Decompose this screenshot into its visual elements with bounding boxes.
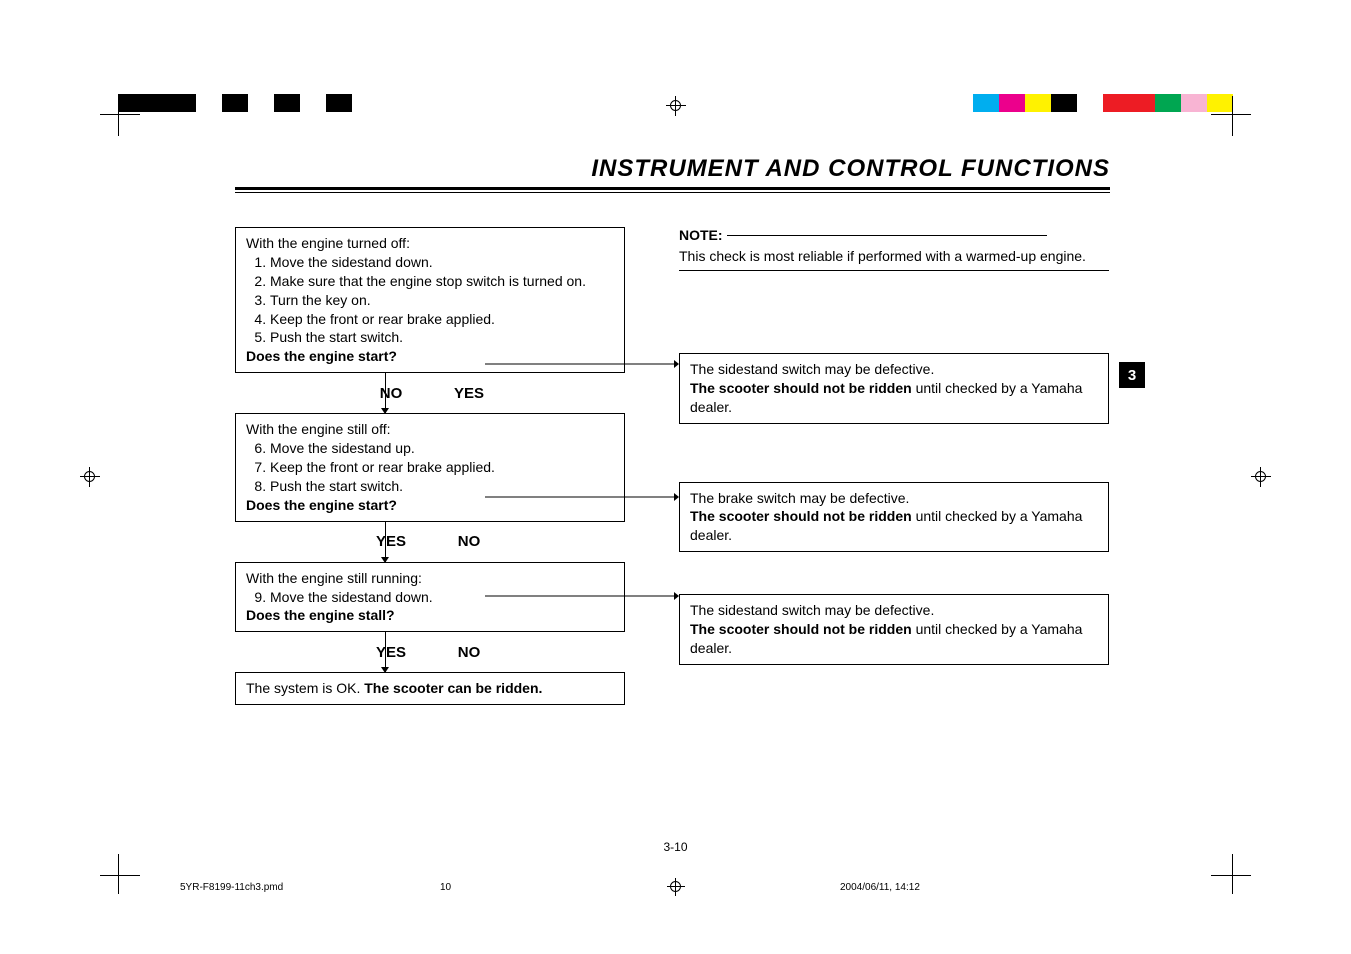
color-swatch (1181, 94, 1207, 112)
color-swatch (1025, 94, 1051, 112)
registration-target-right (1251, 467, 1271, 487)
flowchart-step-1: With the engine turned off: Move the sid… (235, 227, 625, 373)
color-swatch (1051, 94, 1077, 112)
branch-right-label: YES (439, 385, 499, 402)
flowchart-branch-1: NO YES (235, 373, 625, 413)
step-item: Keep the front or rear brake applied. (270, 310, 614, 329)
branch-left-label: YES (361, 533, 421, 550)
registration-swatches-left (118, 94, 378, 112)
step-item: Turn the key on. (270, 291, 614, 310)
result-bold: The scooter should not be ridden (690, 508, 912, 524)
color-swatch (248, 94, 274, 112)
step-intro: With the engine still off: (246, 420, 614, 439)
color-swatch (1129, 94, 1155, 112)
color-swatch (196, 94, 222, 112)
step-intro: With the engine still running: (246, 569, 614, 588)
section-heading: INSTRUMENT AND CONTROL FUNCTIONS (235, 155, 1110, 187)
note-text: This check is most reliable if performed… (679, 247, 1109, 266)
crop-mark-top-left (100, 96, 140, 136)
crop-mark-top-right (1211, 96, 1251, 136)
color-swatch (1077, 94, 1103, 112)
step-list: Move the sidestand up.Keep the front or … (270, 439, 614, 496)
color-swatch (352, 94, 378, 112)
chapter-tab: 3 (1119, 362, 1145, 388)
step-item: Push the start switch. (270, 328, 614, 347)
branch-left-label: YES (361, 644, 421, 661)
color-swatch (973, 94, 999, 112)
note-rule (727, 235, 1047, 236)
step-item: Make sure that the engine stop switch is… (270, 272, 614, 291)
ok-pre: The system is OK. (246, 680, 364, 696)
step-list: Move the sidestand down.Make sure that t… (270, 253, 614, 347)
branch-right-label: NO (439, 644, 499, 661)
color-swatch (170, 94, 196, 112)
crop-mark-bottom-right (1211, 854, 1251, 894)
step-question: Does the engine start? (246, 496, 614, 515)
step-item: Move the sidestand up. (270, 439, 614, 458)
step-item: Keep the front or rear brake applied. (270, 458, 614, 477)
result-line: The brake switch may be defective. (690, 489, 1098, 508)
footer-filename: 5YR-F8199-11ch3.pmd (180, 882, 283, 893)
step-item: Push the start switch. (270, 477, 614, 496)
results-column: 3 NOTE: This check is most reliable if p… (679, 227, 1109, 705)
ok-bold: The scooter can be ridden. (364, 680, 542, 696)
step-intro: With the engine turned off: (246, 234, 614, 253)
heading-underline (235, 187, 1110, 193)
result-box-2: The brake switch may be defective. The s… (679, 482, 1109, 553)
flowchart-ok-result: The system is OK. The scooter can be rid… (235, 672, 625, 705)
flowchart-branch-3: YES NO (235, 632, 625, 672)
page-content: INSTRUMENT AND CONTROL FUNCTIONS With th… (235, 155, 1110, 705)
note-block: NOTE: This check is most reliable if per… (679, 227, 1109, 271)
result-bold: The scooter should not be ridden (690, 621, 912, 637)
flowchart-step-3: With the engine still running: Move the … (235, 562, 625, 633)
step-question: Does the engine stall? (246, 606, 614, 625)
page-number: 3-10 (663, 840, 687, 854)
color-swatch (999, 94, 1025, 112)
note-close-rule (679, 270, 1109, 271)
registration-target-footer (667, 878, 685, 896)
step-item: Move the sidestand down. (270, 253, 614, 272)
crop-mark-bottom-left (100, 854, 140, 894)
registration-target-left (80, 467, 100, 487)
registration-swatches-right (973, 94, 1233, 112)
color-swatch (144, 94, 170, 112)
color-swatch (1103, 94, 1129, 112)
result-line: The sidestand switch may be defective. (690, 360, 1098, 379)
result-line: The sidestand switch may be defective. (690, 601, 1098, 620)
step-list: Move the sidestand down. (270, 588, 614, 607)
footer-datetime: 2004/06/11, 14:12 (840, 882, 920, 893)
result-box-1: The sidestand switch may be defective. T… (679, 353, 1109, 424)
flowchart-column: With the engine turned off: Move the sid… (235, 227, 625, 705)
color-swatch (1155, 94, 1181, 112)
registration-target-top (666, 96, 686, 116)
color-swatch (326, 94, 352, 112)
footer-page: 10 (440, 882, 451, 893)
branch-left-label: NO (361, 385, 421, 402)
step-question: Does the engine start? (246, 347, 614, 366)
result-bold: The scooter should not be ridden (690, 380, 912, 396)
color-swatch (274, 94, 300, 112)
color-swatch (300, 94, 326, 112)
step-item: Move the sidestand down. (270, 588, 614, 607)
flowchart-branch-2: YES NO (235, 522, 625, 562)
flowchart-step-2: With the engine still off: Move the side… (235, 413, 625, 521)
note-label: NOTE: (679, 227, 723, 243)
color-swatch (222, 94, 248, 112)
branch-right-label: NO (439, 533, 499, 550)
result-box-3: The sidestand switch may be defective. T… (679, 594, 1109, 665)
